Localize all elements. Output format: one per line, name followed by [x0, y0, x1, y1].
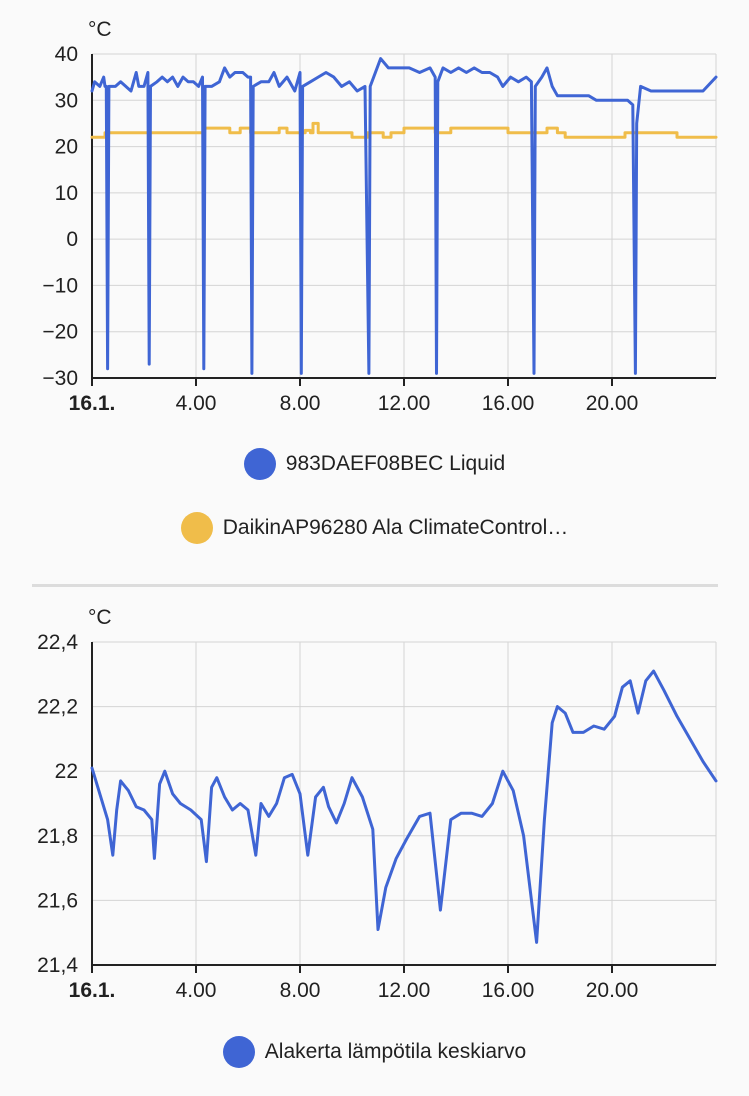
x-tick-label: 16.00 — [482, 979, 535, 1002]
legend-dot-icon — [243, 448, 276, 480]
y-tick-label: 20 — [55, 136, 78, 159]
series-line-0-1 — [90, 121, 718, 139]
y-tick-label: 40 — [55, 43, 78, 66]
x-tick-label: 12.00 — [378, 392, 431, 415]
y-tick-label: 21,4 — [37, 954, 78, 977]
x-tick-label: 8.00 — [280, 392, 321, 415]
x-tick-label: 12.00 — [378, 979, 431, 1002]
x-tick-label: 16.1. — [69, 392, 116, 415]
legend-label-liquid: 983DAEF08BEC Liquid — [285, 452, 506, 475]
x-tick-label: 4.00 — [176, 392, 217, 415]
y-unit-label: °C — [88, 18, 112, 41]
legend-series-liquid[interactable]: 983DAEF08BEC Liquid — [0, 448, 749, 480]
legend-label-climate-control: DaikinAP96280 Ala ClimateControl… — [222, 516, 569, 539]
legend-dot-icon — [180, 512, 213, 544]
y-tick-label: −10 — [42, 274, 78, 297]
x-tick-label: 16.1. — [69, 979, 116, 1002]
chart-downstairs-average-temperature: °C 22,4 22,2 22 21,8 21,6 21,416.1. 4.00 8.00 12.… — [37, 606, 718, 1002]
y-tick-label: −30 — [42, 367, 78, 390]
legend-series-climate-control[interactable]: DaikinAP96280 Ala ClimateControl… — [0, 512, 749, 544]
x-tick-label: 20.00 — [586, 392, 639, 415]
y-tick-label: 0 — [66, 228, 78, 251]
y-tick-label: 22,4 — [37, 631, 78, 654]
series-line-0-0 — [90, 57, 718, 375]
y-tick-label: 22,2 — [37, 696, 78, 719]
y-unit-label: °C — [88, 606, 112, 629]
legend-series-downstairs[interactable]: Alakerta lämpötila keskiarvo — [0, 1036, 749, 1068]
x-tick-label: 4.00 — [176, 979, 217, 1002]
y-tick-label: 30 — [55, 89, 78, 112]
series-line-1-0 — [90, 669, 718, 944]
y-tick-label: 22 — [55, 760, 78, 783]
y-tick-label: 21,8 — [37, 825, 78, 848]
legend-label-downstairs: Alakerta lämpötila keskiarvo — [264, 1040, 527, 1063]
y-tick-label: −20 — [42, 321, 78, 344]
chart-divider — [32, 584, 718, 587]
y-tick-label: 21,6 — [37, 889, 78, 912]
legend-dot-icon — [222, 1036, 255, 1068]
x-tick-label: 8.00 — [280, 979, 321, 1002]
x-tick-label: 20.00 — [586, 979, 639, 1002]
x-tick-label: 16.00 — [482, 392, 535, 415]
y-tick-label: 10 — [55, 182, 78, 205]
